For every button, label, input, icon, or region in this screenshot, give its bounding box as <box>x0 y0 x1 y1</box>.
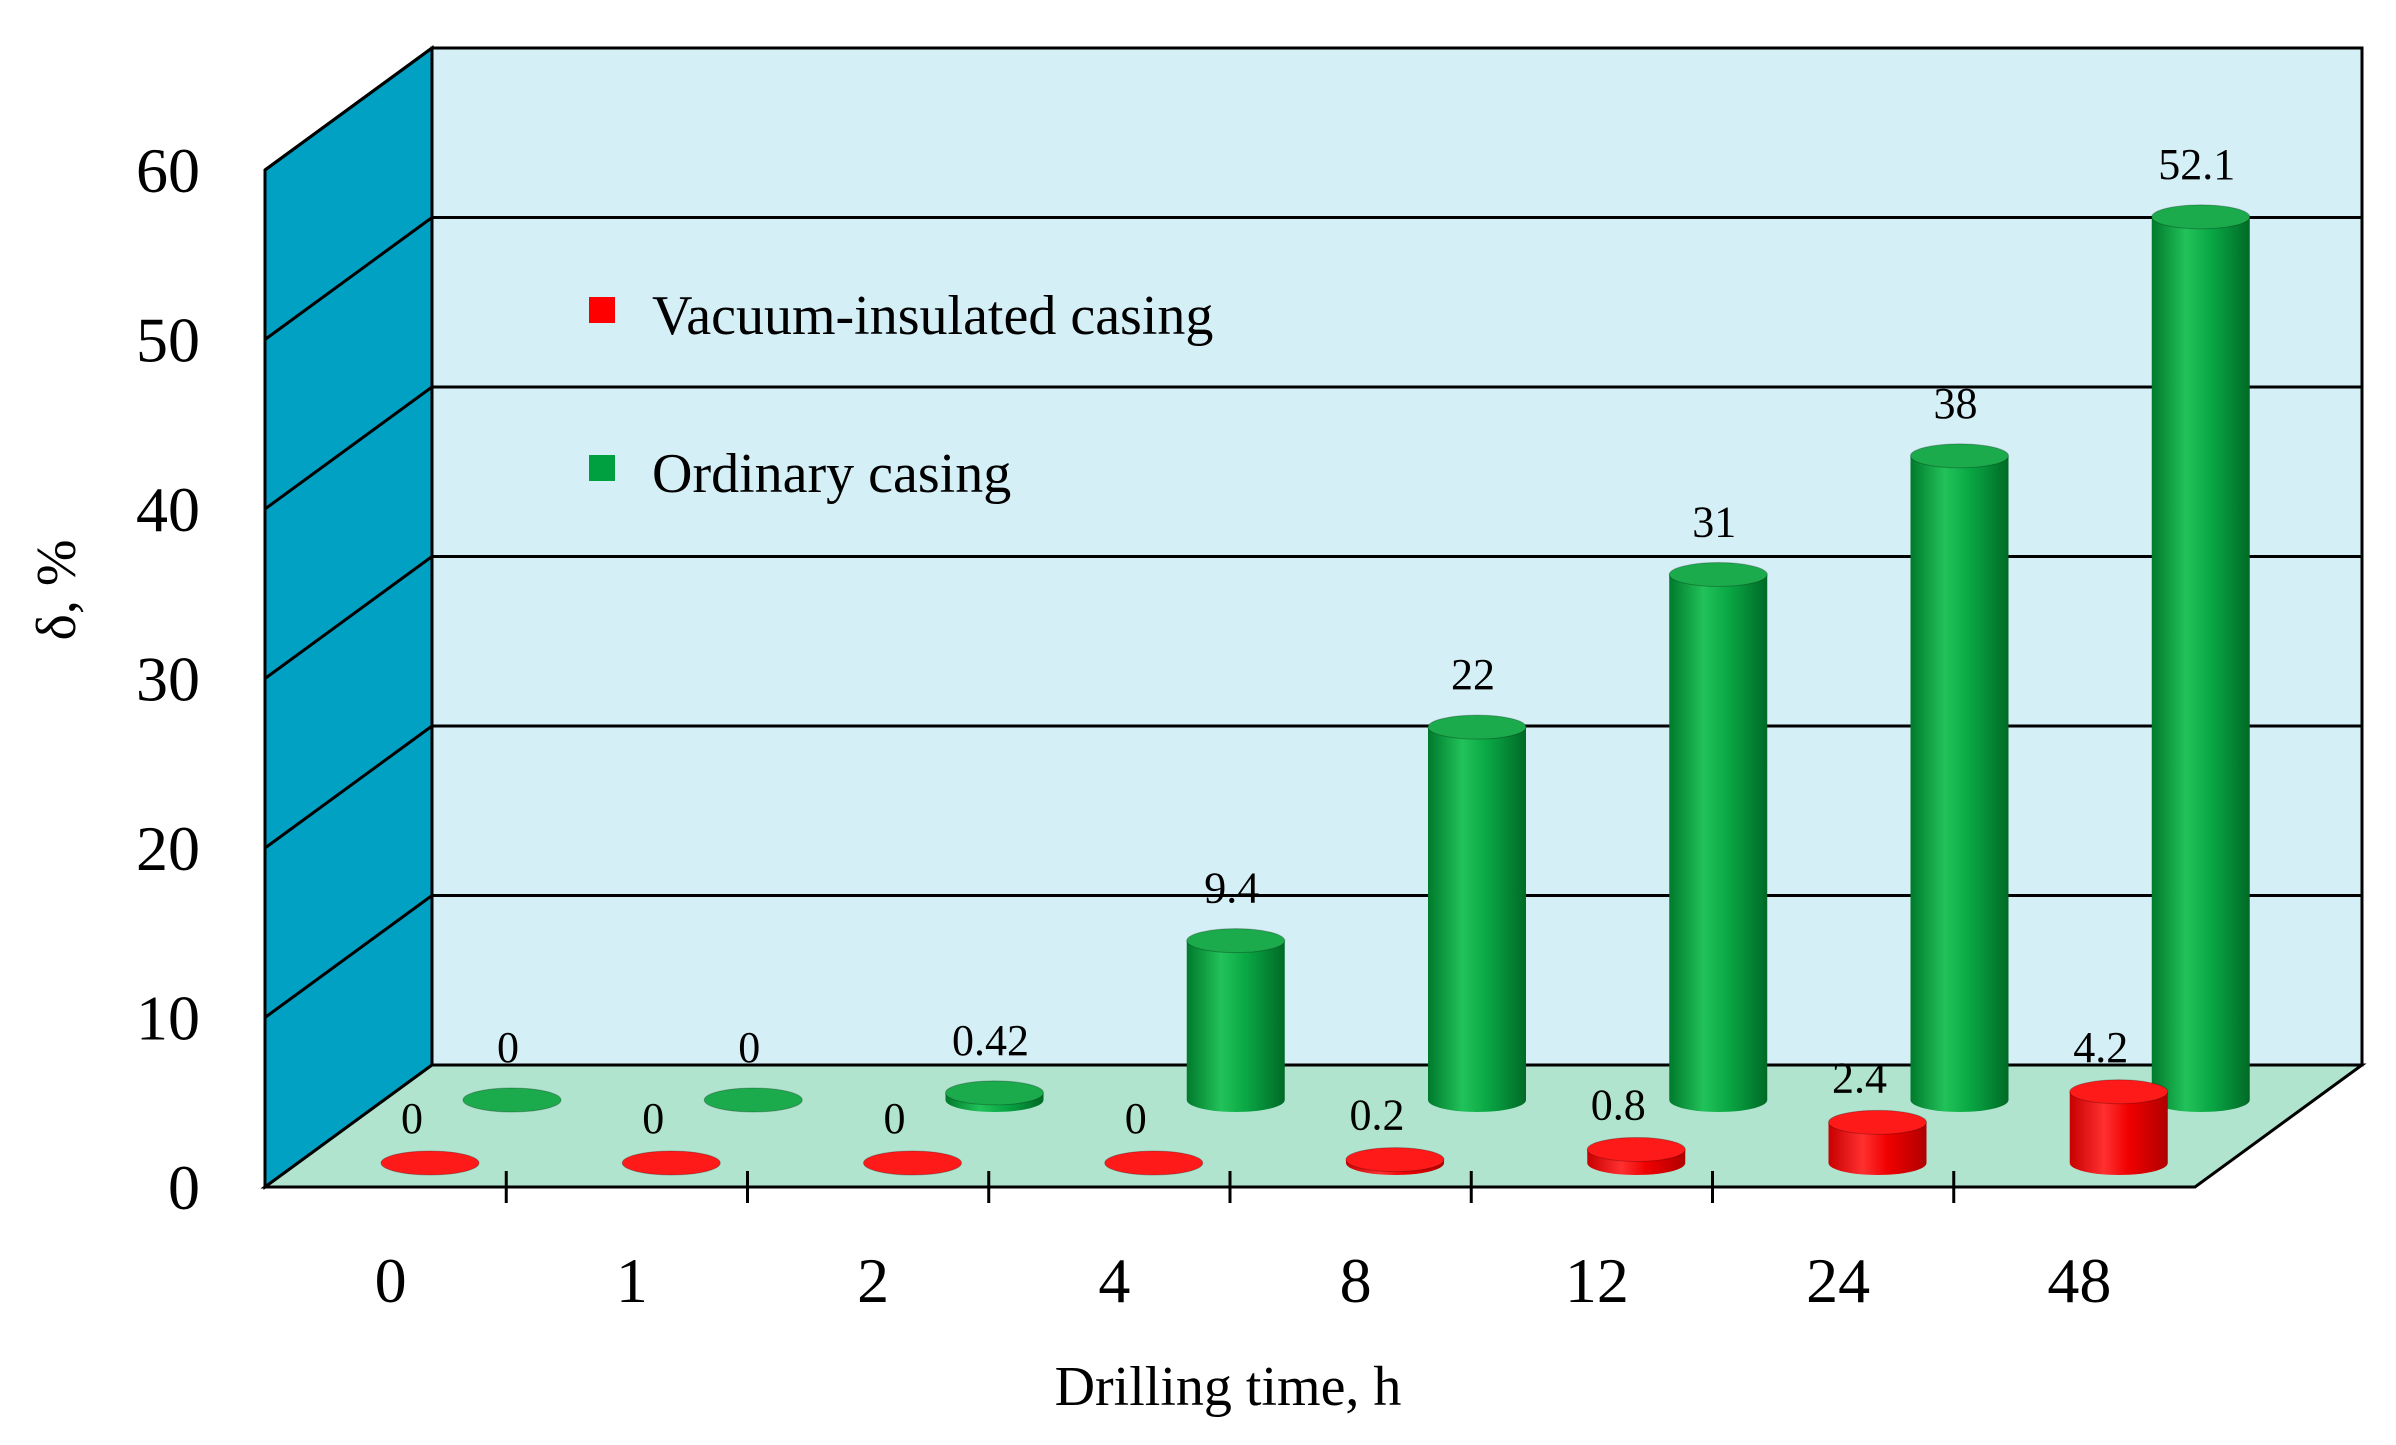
gridlines <box>264 46 2362 1019</box>
data-label-ordinary: 22 <box>1451 650 1495 699</box>
x-tick-label: 4 <box>1098 1245 1130 1316</box>
ordinary-casing-series <box>462 204 2251 1113</box>
bar-ordinary-top <box>1668 562 1768 588</box>
bar-vacuum-top <box>1828 1109 1927 1135</box>
bar-vacuum-top <box>863 1150 962 1176</box>
gridline-side <box>264 216 433 341</box>
x-tick-label: 48 <box>2047 1245 2111 1316</box>
x-tick-label: 24 <box>1806 1245 1870 1316</box>
bar-vacuum <box>621 1150 721 1176</box>
y-tick-label: 20 <box>136 813 200 884</box>
bar-vacuum-top <box>2069 1079 2169 1105</box>
y-tick-label: 60 <box>136 135 200 206</box>
data-label-ordinary: 0 <box>497 1023 519 1072</box>
x-tick-label: 1 <box>616 1245 648 1316</box>
bar-vacuum <box>863 1150 962 1176</box>
y-tick-label: 30 <box>136 644 200 715</box>
gridline-side <box>264 555 433 680</box>
bar-ordinary-body <box>1910 455 2009 1112</box>
vacuum-insulated-casing-series <box>380 1079 2169 1176</box>
bar-vacuum-top <box>1345 1147 1445 1173</box>
x-tick-label: 8 <box>1340 1245 1372 1316</box>
data-label-ordinary: 0.42 <box>952 1016 1029 1065</box>
y-tick-label: 10 <box>136 983 200 1054</box>
bar-vacuum-body <box>2069 1091 2168 1175</box>
data-label-vacuum: 0 <box>401 1094 423 1143</box>
bar-ordinary-top <box>1427 714 1527 740</box>
data-labels: 0 0 0.42 9.4 22 31 38 52.1 0 0 0 0 0.2 0.8 2.4 4.2 <box>401 140 2235 1143</box>
bar-vacuum-top <box>1586 1136 1686 1162</box>
bar-vacuum <box>380 1150 480 1176</box>
bar-ordinary-top <box>1910 443 2009 469</box>
data-label-ordinary: 38 <box>1934 379 1978 428</box>
bar-vacuum <box>1586 1136 1686 1175</box>
bar-ordinary-top <box>462 1087 562 1113</box>
legend-swatch-ordinary <box>589 455 615 481</box>
bar-ordinary <box>945 1080 1044 1112</box>
data-label-vacuum: 0.2 <box>1350 1091 1405 1140</box>
bar-vacuum <box>1345 1147 1445 1175</box>
bar-ordinary <box>2151 204 2251 1112</box>
bar-ordinary-body <box>1186 940 1285 1112</box>
bar-ordinary-top <box>703 1087 803 1113</box>
y-axis: 0 10 20 30 40 50 60 <box>136 135 200 1223</box>
bar-ordinary-body <box>1669 574 1768 1112</box>
legend: Vacuum-insulated casing Ordinary casing <box>589 285 1213 505</box>
x-tick-label: 12 <box>1565 1245 1629 1316</box>
bar-ordinary-body <box>1428 727 1526 1112</box>
x-axis-title: Drilling time, h <box>1055 1356 1402 1418</box>
bar-ordinary <box>703 1087 803 1113</box>
floor <box>260 1063 2367 1189</box>
x-tick-label: 2 <box>857 1245 889 1316</box>
data-label-vacuum: 0 <box>642 1094 664 1143</box>
bar-ordinary-body <box>2151 216 2250 1112</box>
x-axis: 0 1 2 4 8 12 24 48 <box>265 1171 2195 1316</box>
gridline-side <box>264 894 433 1019</box>
bar-vacuum <box>1828 1109 1927 1175</box>
bar-ordinary <box>1427 714 1527 1112</box>
legend-swatch-vacuum <box>589 297 615 323</box>
bar-ordinary <box>1186 928 1286 1112</box>
bar-vacuum <box>1104 1150 1204 1176</box>
gridline-side <box>264 724 433 850</box>
bar-vacuum <box>2069 1079 2169 1175</box>
legend-label-ordinary: Ordinary casing <box>652 443 1011 505</box>
data-label-vacuum: 4.2 <box>2073 1023 2128 1072</box>
bar-vacuum-top <box>621 1150 721 1176</box>
data-label-ordinary: 0 <box>738 1023 760 1072</box>
bar-ordinary <box>1910 443 2009 1112</box>
bar-ordinary-top <box>945 1080 1044 1106</box>
gridline-side <box>264 46 433 172</box>
legend-label-vacuum: Vacuum-insulated casing <box>652 285 1213 347</box>
data-label-ordinary: 31 <box>1692 498 1736 547</box>
bar-ordinary-top <box>1186 928 1286 954</box>
data-label-ordinary: 9.4 <box>1204 864 1259 913</box>
data-label-vacuum: 0.8 <box>1591 1080 1646 1129</box>
bar-ordinary <box>1668 562 1768 1112</box>
y-tick-label: 0 <box>168 1152 200 1223</box>
data-label-ordinary: 52.1 <box>2158 140 2235 189</box>
bar-ordinary-top <box>2151 204 2251 230</box>
y-tick-label: 40 <box>136 474 200 545</box>
bar-vacuum-body <box>1828 1122 1927 1175</box>
bar-vacuum-top <box>380 1150 480 1176</box>
data-label-vacuum: 0 <box>1125 1094 1147 1143</box>
bar-ordinary <box>462 1087 562 1113</box>
data-label-vacuum: 0 <box>884 1094 906 1143</box>
y-axis-title: δ, % <box>26 539 88 640</box>
y-tick-label: 50 <box>136 305 200 376</box>
x-tick-label: 0 <box>375 1245 407 1316</box>
bar-vacuum-top <box>1104 1150 1204 1176</box>
gridline-side <box>264 385 433 511</box>
data-label-vacuum: 2.4 <box>1832 1053 1887 1102</box>
